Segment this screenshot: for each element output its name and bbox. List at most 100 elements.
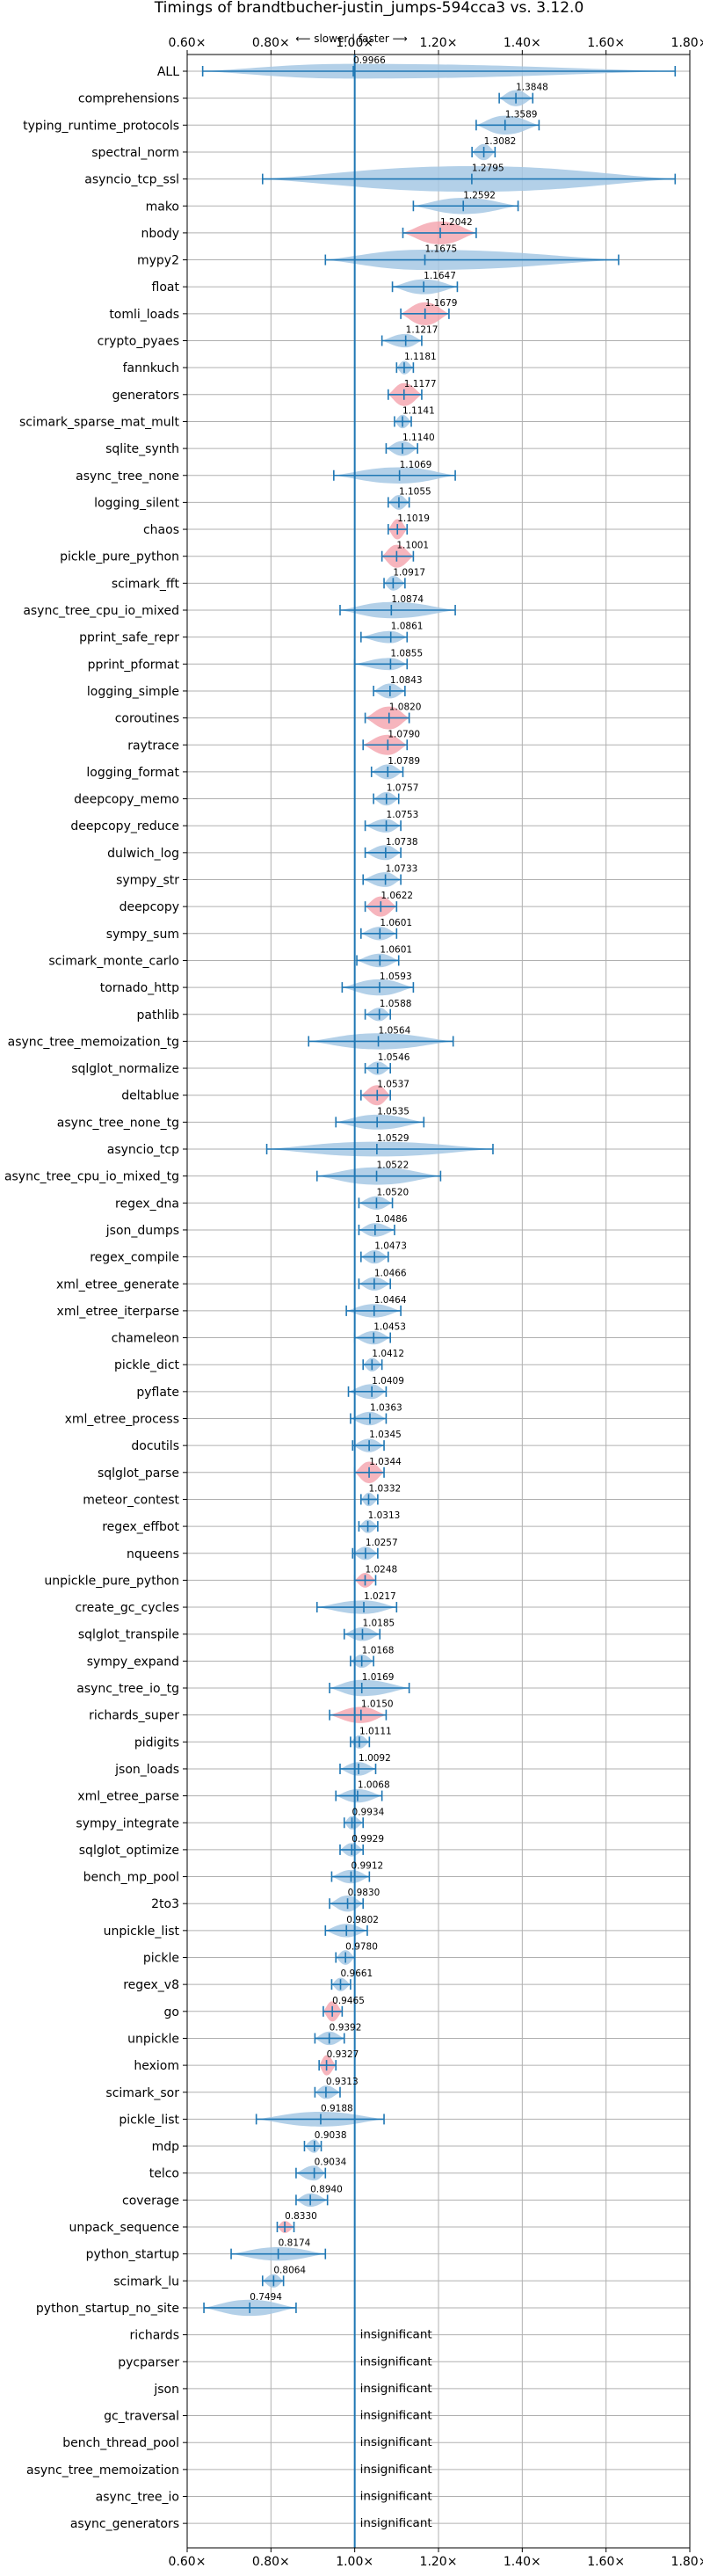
category-label: xml_etree_parse [77, 1790, 179, 1804]
category-label: async_tree_none_tg [57, 1116, 179, 1130]
category-label: docutils [131, 1439, 179, 1453]
value-label: 1.0345 [369, 1430, 402, 1440]
category-label: xml_etree_process [65, 1413, 179, 1427]
value-label: 1.0917 [393, 567, 425, 578]
category-label: dulwich_log [107, 847, 179, 861]
value-label: 1.0601 [380, 918, 412, 928]
category-label: pickle_list [119, 2113, 179, 2127]
value-label: 1.0257 [366, 1538, 398, 1548]
category-label: sqlglot_parse [98, 1466, 179, 1481]
category-label: go [164, 2005, 179, 2019]
category-label: async_tree_memoization [26, 2463, 179, 2478]
value-label: 0.9934 [352, 1807, 385, 1817]
value-label: 1.0169 [362, 1672, 395, 1683]
insignificant-label: insignificant [360, 2516, 432, 2530]
axis-ticks: 0.60× 0.60× 0.80× 0.80× 1.00× 1.00× 1.20× 1.20×… [169, 36, 703, 2569]
value-label: 1.0861 [391, 622, 424, 632]
category-label: sqlite_synth [105, 442, 179, 456]
insignificant-label: insignificant [360, 2328, 432, 2342]
category-label: unpack_sequence [69, 2221, 179, 2235]
value-label: 0.9392 [330, 2022, 362, 2033]
category-label: asyncio_tcp [107, 1143, 179, 1157]
value-label: 1.0622 [380, 891, 413, 901]
category-label: coroutines [115, 712, 179, 726]
category-label: bench_thread_pool [62, 2436, 179, 2450]
value-label: 1.2592 [463, 190, 496, 200]
category-label: async_tree_io_tg [76, 1682, 179, 1696]
x-tick-label-top: 0.80× [252, 36, 290, 50]
value-label: 1.1679 [425, 298, 458, 309]
value-label: 1.0535 [377, 1106, 409, 1117]
category-label: crypto_pyaes [98, 335, 179, 349]
value-label: 1.0464 [374, 1295, 407, 1306]
value-label: 1.0248 [365, 1564, 397, 1575]
value-label: 1.1141 [402, 405, 435, 416]
category-label: mypy2 [137, 254, 179, 268]
value-label: 1.0593 [380, 971, 412, 982]
value-label: 0.9465 [332, 1996, 365, 2006]
grid-lines [186, 55, 691, 2548]
value-label: 1.0344 [369, 1457, 402, 1467]
value-label: 1.1217 [406, 325, 438, 336]
insignificant-label: insignificant [360, 2490, 432, 2504]
category-label: unpickle_pure_python [44, 1574, 179, 1588]
category-label: fannkuch [123, 361, 179, 375]
category-label: regex_dna [115, 1197, 179, 1211]
category-label: pickle_dict [114, 1358, 180, 1372]
x-tick-label-bottom: 1.60× [587, 2555, 625, 2569]
value-label: 1.0789 [388, 756, 420, 767]
x-tick-label-top: 0.60× [169, 36, 207, 50]
value-label: 1.1181 [404, 352, 437, 362]
x-tick-label-top: 1.40× [504, 36, 541, 50]
value-label: 1.0522 [377, 1161, 409, 1171]
category-label: xml_etree_generate [56, 1277, 179, 1292]
value-label: 0.9802 [346, 1915, 379, 1925]
category-label: deepcopy [120, 900, 179, 914]
category-label: 2to3 [151, 1897, 179, 1911]
x-tick-label-top: 1.80× [671, 36, 703, 50]
value-label: 1.1055 [399, 486, 431, 497]
category-label: sympy_expand [87, 1655, 179, 1669]
category-label: deltablue [121, 1089, 179, 1103]
value-label: 0.9327 [327, 2049, 359, 2060]
category-label: ALL [157, 65, 179, 79]
category-label: sympy_str [116, 874, 179, 888]
category-label: scimark_monte_carlo [48, 954, 179, 968]
value-label: 1.0466 [374, 1268, 407, 1278]
category-label: scimark_fft [112, 577, 180, 591]
value-label: 1.3848 [516, 83, 548, 93]
x-tick-label-top: 1.00× [336, 36, 373, 50]
category-label: pathlib [137, 1008, 180, 1022]
category-label: regex_effbot [102, 1520, 179, 1534]
category-label: chaos [143, 523, 179, 537]
value-label: 1.0537 [377, 1080, 409, 1090]
value-label: 0.9038 [315, 2130, 347, 2141]
category-label: nqueens [127, 1547, 179, 1561]
category-label: deepcopy_memo [74, 793, 179, 807]
value-label: 1.0733 [386, 864, 418, 875]
insignificant-label: insignificant [360, 2382, 432, 2396]
value-label: 1.1675 [425, 244, 458, 255]
category-label: sqlglot_transpile [78, 1628, 179, 1642]
x-tick-label-top: 1.60× [587, 36, 625, 50]
value-label: 1.0150 [361, 1699, 394, 1710]
value-label: 1.0520 [376, 1187, 409, 1197]
value-label: 1.0473 [374, 1241, 407, 1252]
value-label: 1.0363 [370, 1403, 402, 1414]
category-label: deepcopy_reduce [70, 819, 179, 833]
value-label: 1.0168 [362, 1645, 395, 1655]
value-label: 1.0068 [358, 1780, 390, 1791]
value-label: 1.0529 [377, 1133, 409, 1144]
category-label: meteor_contest [83, 1493, 179, 1507]
value-label: 1.0564 [379, 1025, 411, 1036]
category-label: pidigits [134, 1736, 179, 1750]
category-label: json_dumps [105, 1224, 179, 1238]
x-tick-label-top: 1.20× [420, 36, 458, 50]
category-labels: ALL 0.9966 comprehensions 1.3848 typing_runt… [4, 55, 548, 2531]
category-label: regex_v8 [123, 1978, 179, 1992]
category-label: generators [112, 389, 179, 403]
value-label: 1.0332 [368, 1483, 401, 1494]
value-label: 1.1177 [404, 379, 437, 389]
value-label: 1.0453 [373, 1322, 406, 1333]
x-tick-label-bottom: 1.40× [504, 2555, 541, 2569]
